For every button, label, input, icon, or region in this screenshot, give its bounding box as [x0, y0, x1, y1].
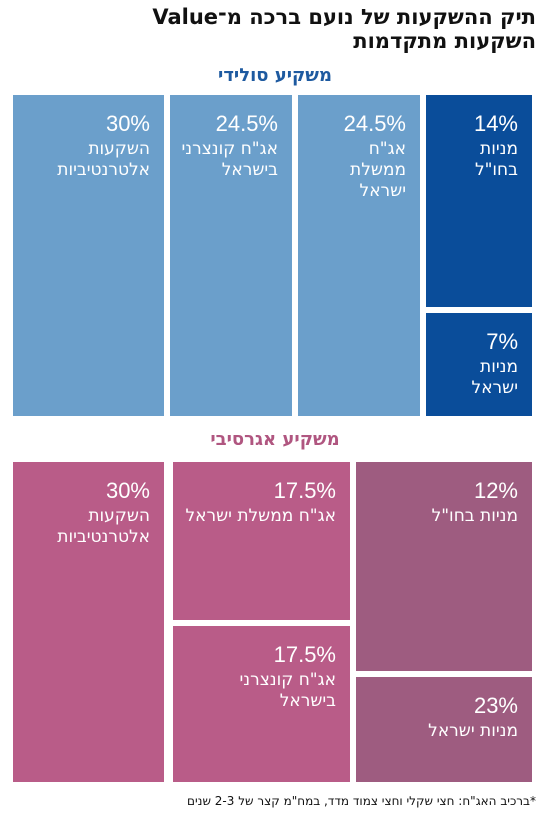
tile-value-label: 24.5% [215, 111, 278, 136]
tile-government-bonds: 17.5% אג"ח ממשלת ישראל [173, 462, 350, 620]
tile-foreign-stocks: 14% מניות בחו"ל [426, 95, 532, 307]
tile-value-label: 30% [105, 111, 150, 136]
tile-value-label: 24.5% [343, 111, 406, 136]
tile-category-label: מניות בחו"ל [474, 139, 518, 180]
tile-category-label: מניות בחו"ל [431, 506, 518, 526]
tile-value-label: 17.5% [273, 478, 336, 503]
aggressive-section-title: משקיע אגרסיבי [210, 429, 340, 450]
tile-value-label: 7% [486, 329, 518, 354]
solid-section-title: משקיע סולידי [218, 65, 332, 86]
tile-israel-stocks: 23% מניות ישראל [356, 677, 532, 782]
tile-value-label: 17.5% [273, 642, 336, 667]
tile-alternative: 30% השקעות אלטרנטיביות [13, 95, 164, 416]
tile-israel-stocks: 7% מניות ישראל [426, 313, 532, 416]
tile-value-label: 23% [473, 693, 518, 718]
chart-title-line1: תיק ההשקעות של נועם ברכה מ־Value [152, 5, 536, 29]
tile-category-label: אג"ח ממשלת ישראל [185, 506, 336, 526]
tile-foreign-stocks: 12% מניות בחו"ל [356, 462, 532, 671]
tile-alternative: 30% השקעות אלטרנטיביות [13, 462, 164, 782]
tile-value-label: 14% [473, 111, 518, 136]
tile-value-label: 12% [473, 478, 518, 503]
tile-category-label: אג"ח ממשלת ישראל [350, 139, 406, 201]
tile-category-label: השקעות אלטרנטיביות [57, 506, 150, 547]
tile-government-bonds: 24.5% אג"ח ממשלת ישראל [298, 95, 420, 416]
tile-corporate-bonds: 24.5% אג"ח קונצרני בישראל [170, 95, 292, 416]
tile-category-label: אג"ח קונצרני בישראל [239, 670, 337, 711]
chart-title-line2: השקעות מתקדמות [353, 29, 536, 53]
tile-category-label: השקעות אלטרנטיביות [57, 139, 150, 180]
tile-category-label: מניות ישראל [471, 357, 518, 398]
tile-category-label: מניות ישראל [428, 721, 518, 741]
tile-corporate-bonds: 17.5% אג"ח קונצרני בישראל [173, 626, 350, 782]
footnote: *ברכיב האג"ח: חצי שקלי וחצי צמוד מדד, במ… [187, 794, 536, 808]
tile-value-label: 30% [105, 478, 150, 503]
tile-category-label: אג"ח קונצרני בישראל [181, 139, 279, 180]
